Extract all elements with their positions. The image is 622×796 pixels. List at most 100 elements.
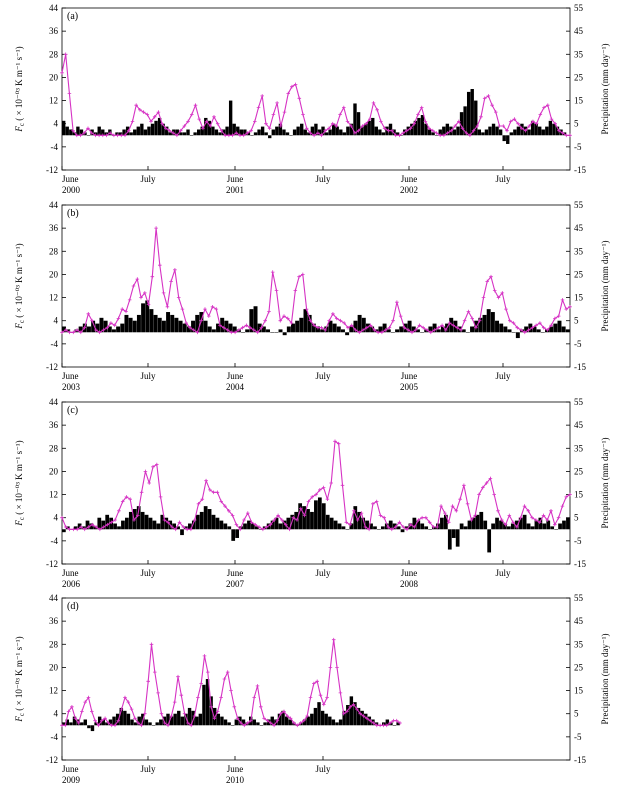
flux-bar bbox=[465, 332, 470, 333]
precip-point bbox=[132, 518, 136, 522]
flux-bar bbox=[385, 719, 390, 726]
flux-bar bbox=[541, 129, 545, 136]
x-tick-label: July bbox=[495, 568, 511, 578]
year-label: 2009 bbox=[62, 775, 81, 785]
flux-bar bbox=[143, 129, 148, 136]
precip-point bbox=[496, 295, 501, 300]
precip-point bbox=[182, 124, 187, 128]
flux-bar bbox=[506, 526, 511, 530]
flux-bar bbox=[263, 722, 267, 726]
precip-point bbox=[177, 520, 182, 525]
precip-point bbox=[82, 325, 87, 330]
flux-bar bbox=[191, 520, 196, 530]
precip-point bbox=[440, 323, 444, 328]
flux-bar bbox=[168, 132, 172, 136]
flux-bar bbox=[534, 123, 538, 136]
precip-point bbox=[442, 133, 446, 138]
flux-bar bbox=[490, 312, 495, 333]
precip-point bbox=[436, 325, 441, 330]
left-axis-title: Fc ( × 10⁻⁰³ K m⁻¹ s⁻¹) bbox=[14, 440, 26, 526]
flux-bar bbox=[424, 526, 429, 530]
precip-point bbox=[367, 527, 371, 532]
flux-bar bbox=[259, 725, 264, 726]
flux-bar bbox=[436, 523, 440, 530]
left-tick-label: 36 bbox=[49, 26, 59, 36]
precip-point bbox=[301, 112, 305, 117]
flux-bar bbox=[384, 523, 389, 530]
flux-bar bbox=[108, 719, 113, 726]
flux-bar bbox=[157, 317, 162, 333]
flux-bar bbox=[364, 713, 368, 726]
precip-point bbox=[542, 105, 546, 110]
flux-bar bbox=[486, 309, 491, 333]
flux-bar bbox=[471, 517, 476, 530]
precip-point bbox=[173, 268, 177, 272]
precip-point bbox=[462, 318, 467, 323]
flux-bar bbox=[395, 132, 400, 136]
precip-point bbox=[427, 520, 432, 525]
precip-point bbox=[270, 270, 275, 274]
precip-point bbox=[242, 723, 247, 728]
flux-bar bbox=[231, 725, 235, 726]
precip-point bbox=[223, 133, 227, 138]
flux-bar bbox=[189, 135, 194, 136]
precip-point bbox=[290, 84, 294, 89]
flux-bar bbox=[475, 514, 480, 530]
precip-point bbox=[165, 305, 170, 309]
precip-point bbox=[511, 520, 515, 525]
precip-point bbox=[468, 133, 472, 138]
flux-bar bbox=[413, 120, 418, 136]
flux-bar bbox=[534, 520, 539, 530]
precip-point bbox=[209, 705, 213, 709]
precip-point bbox=[283, 522, 288, 527]
left-tick-label: 28 bbox=[49, 246, 59, 256]
flux-bar bbox=[442, 126, 446, 136]
precip-point bbox=[230, 513, 235, 518]
precip-point bbox=[338, 318, 343, 323]
flux-bar bbox=[270, 332, 275, 333]
left-tick-label: 28 bbox=[49, 639, 59, 649]
precip-point bbox=[534, 121, 539, 126]
flux-bar bbox=[184, 713, 188, 726]
precip-point bbox=[549, 117, 554, 121]
precip-point bbox=[230, 133, 235, 138]
left-tick-label: 28 bbox=[49, 443, 59, 453]
flux-bar bbox=[254, 526, 259, 530]
flux-bar bbox=[526, 523, 531, 530]
flux-bar bbox=[353, 320, 358, 333]
precip-point bbox=[435, 525, 440, 529]
precip-point bbox=[113, 723, 117, 728]
precip-point bbox=[103, 716, 107, 721]
flux-bar bbox=[172, 523, 177, 530]
plot-frame bbox=[61, 597, 571, 761]
precip-point bbox=[105, 325, 109, 330]
precip-point bbox=[301, 272, 305, 277]
precip-point bbox=[432, 328, 437, 332]
precip-point bbox=[500, 518, 504, 522]
flux-bar bbox=[306, 509, 310, 530]
precip-point bbox=[401, 131, 405, 135]
precip-point bbox=[319, 325, 324, 330]
flux-bar bbox=[149, 309, 154, 333]
precip-point bbox=[175, 133, 179, 138]
precip-point bbox=[341, 711, 346, 716]
left-tick-label: -4 bbox=[51, 536, 59, 546]
precip-point bbox=[471, 128, 476, 133]
precip-point bbox=[139, 490, 144, 495]
precip-point bbox=[327, 126, 331, 131]
precip-point bbox=[564, 307, 568, 311]
flux-bar bbox=[540, 332, 545, 333]
precip-point bbox=[293, 82, 298, 87]
precip-point bbox=[96, 723, 101, 728]
precip-point bbox=[295, 723, 300, 728]
precip-point bbox=[129, 707, 134, 711]
precip-point bbox=[481, 485, 485, 490]
flux-bar bbox=[148, 722, 152, 726]
precip-point bbox=[229, 330, 234, 335]
panel-tag: (d) bbox=[67, 601, 79, 612]
year-label: 2001 bbox=[226, 185, 244, 195]
precip-point bbox=[79, 525, 83, 529]
precip-point bbox=[345, 119, 350, 124]
right-tick-label: 25 bbox=[574, 662, 584, 672]
